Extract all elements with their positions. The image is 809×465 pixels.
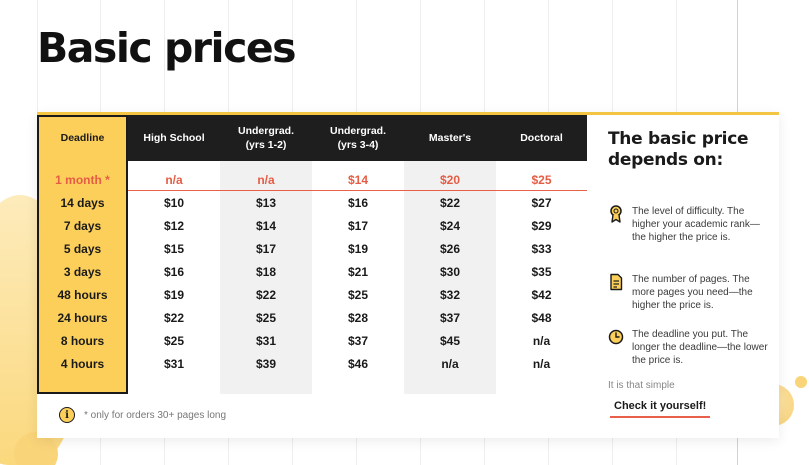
price-cell: $30 [439, 264, 461, 279]
deadline-cell: 48 hours [57, 287, 108, 302]
price-cell: n/a [441, 356, 459, 371]
price-cell: $33 [531, 241, 552, 256]
price-cell: $22 [439, 195, 461, 210]
price-cell: $37 [347, 333, 369, 348]
price-cell: $42 [531, 287, 552, 302]
check-it-yourself-button[interactable]: Check it yourself! [610, 396, 711, 418]
page-title: Basic prices [37, 24, 297, 72]
decor-blob [795, 376, 807, 388]
price-cell: $31 [255, 333, 277, 348]
price-cell: $21 [347, 264, 369, 279]
price-cell: $16 [347, 195, 369, 210]
price-cell: $13 [255, 195, 277, 210]
price-cell: n/a [532, 356, 551, 371]
simple-text: It is that simple [608, 380, 675, 391]
deadline-cell: 5 days [63, 241, 102, 256]
price-cell: $15 [163, 241, 185, 256]
price-cell: $31 [163, 356, 185, 371]
price-cell: $35 [531, 264, 552, 279]
price-cell: $18 [255, 264, 277, 279]
reason-item: The level of difficulty. The higher your… [608, 205, 773, 244]
price-cell: $46 [347, 356, 369, 371]
price-cell: $26 [439, 241, 461, 256]
price-cell: $32 [439, 287, 461, 302]
footnote-text: * only for orders 30+ pages long [84, 409, 227, 421]
price-cell: $37 [439, 310, 461, 325]
deadline-column [37, 115, 128, 394]
price-cell: $25 [347, 287, 369, 302]
price-cell: $48 [531, 310, 552, 325]
deadline-cell: 3 days [63, 264, 102, 279]
row-divider [128, 190, 587, 191]
deadline-cell: 14 days [60, 195, 105, 210]
reason-text: The level of difficulty. The higher your… [632, 206, 760, 243]
price-cell: $22 [255, 287, 277, 302]
header-undergrad-3-4: Undergrad. (yrs 3-4) [329, 124, 386, 151]
reason-item: The deadline you put. The longer the dea… [608, 328, 773, 367]
price-cell: $17 [347, 218, 369, 233]
table-header-bar [128, 115, 587, 161]
price-cell: $24 [439, 218, 461, 233]
price-cell: n/a [532, 333, 551, 348]
price-cell: $25 [163, 333, 185, 348]
pricing-card: Deadline High School Undergrad. (yrs 1-2) U… [37, 112, 779, 438]
price-table: Deadline High School Undergrad. (yrs 1-2) U… [37, 115, 587, 396]
price-cell: $20 [439, 172, 461, 187]
column-shade [404, 161, 496, 394]
price-cell: $10 [163, 195, 185, 210]
price-cell: $19 [163, 287, 185, 302]
header-masters: Master's [428, 131, 472, 144]
reason-item: The number of pages. The more pages you … [608, 273, 773, 312]
reason-text: The number of pages. The more pages you … [632, 274, 753, 311]
price-cell: n/a [257, 172, 275, 187]
deadline-cell: 1 month * [55, 172, 110, 187]
deadline-cell: 4 hours [60, 356, 105, 371]
deadline-cell: 24 hours [57, 310, 108, 325]
award-ribbon-icon [608, 205, 624, 223]
header-undergrad-1-2: Undergrad. (yrs 1-2) [237, 124, 294, 151]
price-factors-panel: The basic price depends on: The level of… [608, 129, 773, 418]
price-cell: $19 [347, 241, 369, 256]
column-shade [220, 161, 312, 394]
price-cell: $16 [163, 264, 185, 279]
footnote: i * only for orders 30+ pages long [59, 407, 226, 423]
reason-text: The deadline you put. The longer the dea… [632, 329, 768, 366]
header-doctoral: Doctoral [520, 131, 563, 144]
price-cell: $29 [531, 218, 552, 233]
price-cell: $17 [255, 241, 277, 256]
side-title: The basic price depends on: [608, 129, 749, 171]
price-cell: $25 [255, 310, 277, 325]
price-cell: $27 [531, 195, 552, 210]
price-cell: $25 [531, 172, 552, 187]
price-cell: $22 [163, 310, 185, 325]
deadline-cell: 8 hours [60, 333, 105, 348]
price-cell: n/a [165, 172, 183, 187]
document-icon [608, 273, 624, 291]
clock-icon [608, 328, 624, 346]
header-deadline: Deadline [60, 131, 105, 144]
price-cell: $12 [163, 218, 185, 233]
price-cell: $39 [255, 356, 277, 371]
price-cell: $14 [255, 218, 277, 233]
deadline-cell: 7 days [63, 218, 102, 233]
price-cell: $14 [347, 172, 369, 187]
header-high-school: High School [143, 131, 205, 144]
price-cell: $45 [439, 333, 461, 348]
info-icon: i [59, 407, 75, 423]
price-cell: $28 [347, 310, 369, 325]
